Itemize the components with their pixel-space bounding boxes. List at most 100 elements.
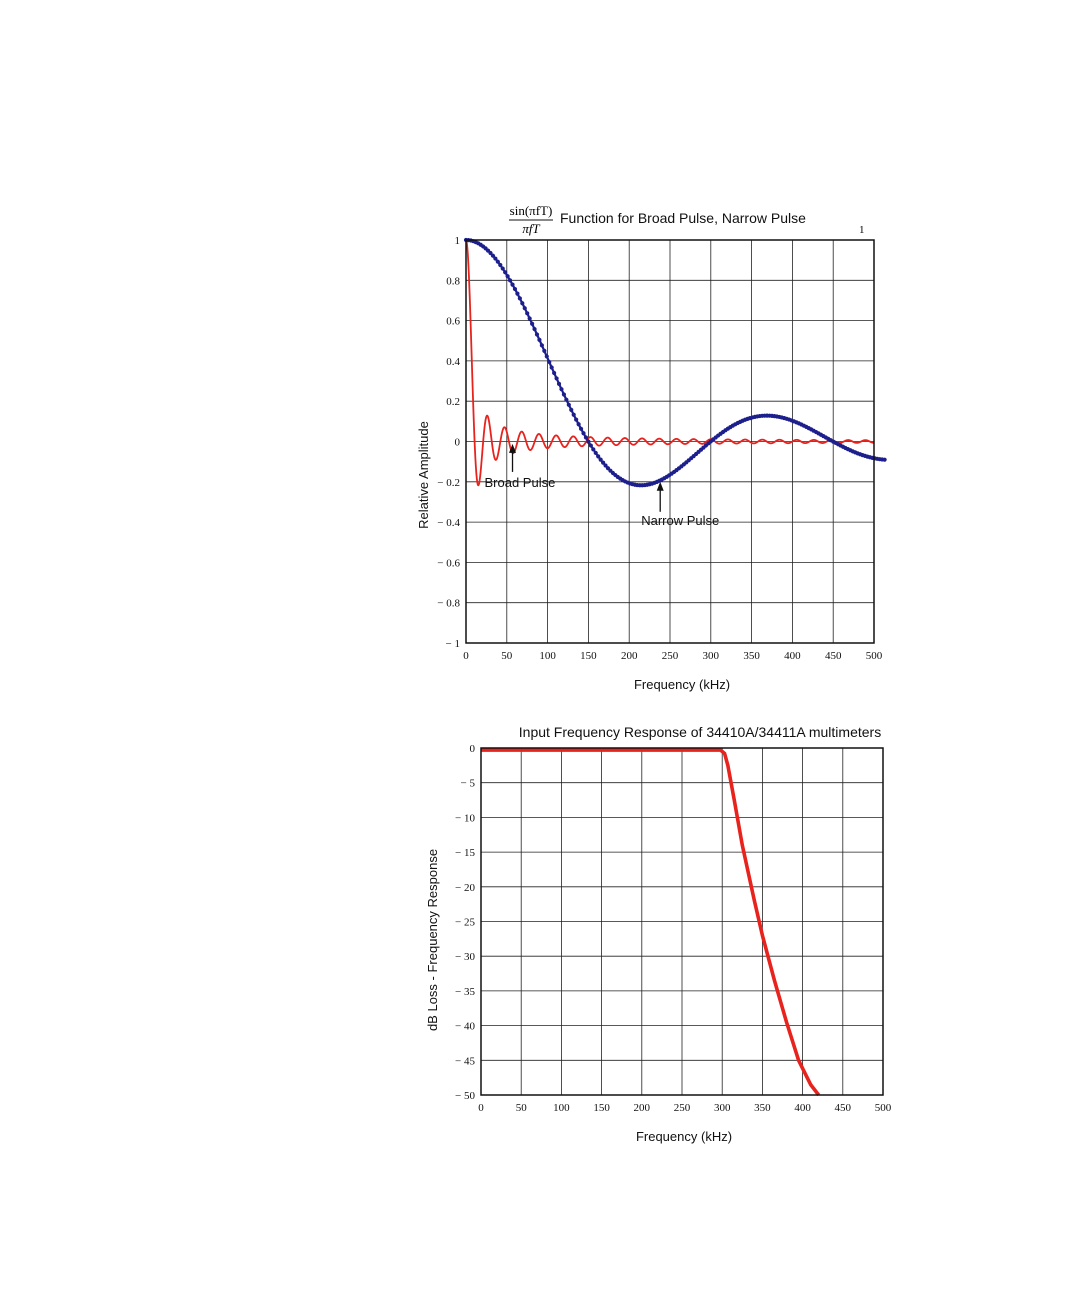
- y-tick-label: 0.2: [446, 396, 460, 408]
- narrow-pulse-point: [564, 397, 569, 402]
- broad-pulse-arrow-head: [509, 443, 517, 453]
- y-tick-label: − 40: [455, 1021, 475, 1033]
- narrow-pulse-point: [495, 259, 500, 264]
- x-tick-label: 200: [621, 650, 638, 662]
- narrow-pulse-point: [510, 282, 515, 287]
- chart2-plot-frame: [480, 747, 884, 1096]
- chart1-grid: [465, 239, 875, 644]
- y-tick-label: 0: [455, 437, 461, 449]
- narrow-pulse-point: [583, 435, 589, 440]
- broad-pulse-series-line: [465, 239, 874, 487]
- y-tick-label: − 0.2: [437, 477, 460, 489]
- y-tick-label: − 5: [461, 778, 476, 790]
- narrow-pulse-point: [578, 426, 584, 431]
- annotation-narrow-pulse: Narrow Pulse: [641, 481, 719, 528]
- narrow-pulse-point: [500, 266, 505, 271]
- chart1-title: Function for Broad Pulse, Narrow Pulse: [560, 210, 806, 226]
- narrow-pulse-point: [569, 407, 574, 412]
- y-tick-label: − 25: [455, 917, 475, 929]
- narrow-pulse-point: [512, 286, 518, 292]
- y-tick-label: − 0.4: [437, 517, 460, 529]
- narrow-pulse-point: [588, 443, 593, 448]
- narrow-pulse-label: Narrow Pulse: [641, 513, 719, 528]
- x-tick-label: 400: [784, 650, 801, 662]
- narrow-pulse-point: [547, 359, 552, 365]
- narrow-pulse-point: [488, 250, 493, 256]
- narrow-pulse-point: [559, 387, 564, 392]
- narrow-pulse-point: [522, 306, 527, 311]
- x-tick-label: 100: [553, 1102, 570, 1114]
- narrow-pulse-point: [520, 301, 525, 306]
- annotation-broad-pulse: Broad Pulse: [485, 443, 555, 490]
- x-tick-label: 250: [674, 1102, 691, 1114]
- chart1-x-tick-labels: 0 50 100 150 200 250 300 350 400 450 500: [463, 650, 883, 662]
- narrow-pulse-point: [515, 291, 520, 296]
- narrow-pulse-point: [566, 402, 571, 407]
- narrow-pulse-arrow-head: [656, 481, 664, 491]
- narrow-pulse-point: [603, 463, 608, 468]
- x-tick-label: 400: [794, 1102, 811, 1114]
- x-tick-label: 500: [875, 1102, 892, 1114]
- y-tick-label: − 0.6: [437, 557, 460, 569]
- x-tick-label: 200: [634, 1102, 651, 1114]
- chart2-series: [481, 748, 821, 1097]
- narrow-pulse-point: [561, 392, 567, 397]
- x-tick-label: 450: [825, 650, 842, 662]
- y-tick-label: 0.6: [446, 316, 460, 328]
- chart1-y-axis-label: Relative Amplitude: [416, 421, 431, 529]
- x-tick-label: 500: [866, 650, 883, 662]
- chart2-y-axis-label: dB Loss - Frequency Response: [425, 849, 440, 1031]
- x-tick-label: 300: [703, 650, 720, 662]
- x-tick-label: 300: [714, 1102, 731, 1114]
- narrow-pulse-point: [505, 274, 510, 279]
- narrow-pulse-point: [498, 262, 503, 268]
- narrow-pulse-point: [525, 311, 530, 316]
- y-tick-label: − 50: [455, 1090, 475, 1102]
- narrow-pulse-point: [554, 376, 559, 381]
- chart1-corner-mark: 1: [859, 224, 865, 236]
- y-tick-label: − 0.8: [437, 598, 460, 610]
- x-tick-label: 50: [516, 1102, 528, 1114]
- narrow-pulse-point: [586, 439, 591, 444]
- x-tick-label: 350: [743, 650, 760, 662]
- sinc-chart: sin(πfT) πfT Function for Broad Pulse, N…: [416, 203, 887, 692]
- narrow-pulse-point: [596, 454, 601, 459]
- y-tick-label: − 20: [455, 882, 475, 894]
- y-tick-label: − 45: [455, 1055, 475, 1067]
- narrow-pulse-point: [882, 457, 887, 462]
- chart2-x-tick-labels: 0 50 100 150 200 250 300 350 400 450 500: [478, 1102, 892, 1114]
- y-tick-label: − 1: [446, 638, 460, 650]
- x-tick-label: 150: [593, 1102, 610, 1114]
- y-tick-label: − 35: [455, 986, 475, 998]
- narrow-pulse-point: [493, 256, 498, 261]
- narrow-pulse-point: [532, 326, 537, 332]
- x-tick-label: 250: [662, 650, 679, 662]
- frequency-response-chart: Input Frequency Response of 34410A/34411…: [425, 724, 892, 1144]
- chart2-x-axis-label: Frequency (kHz): [636, 1129, 732, 1144]
- narrow-pulse-point: [534, 332, 540, 337]
- x-tick-label: 50: [501, 650, 513, 662]
- narrow-pulse-point: [571, 412, 576, 417]
- chart2-y-tick-labels: 0 − 5 − 10 − 15 − 20 − 25 − 30 − 35 − 40 − 45 − 50: [455, 743, 475, 1102]
- narrow-pulse-point: [544, 354, 549, 359]
- y-tick-label: 0.4: [446, 356, 460, 368]
- narrow-pulse-point: [549, 365, 554, 370]
- narrow-pulse-point: [591, 447, 596, 452]
- narrow-pulse-point: [527, 316, 532, 321]
- narrow-pulse-point: [530, 321, 535, 326]
- narrow-pulse-point: [598, 457, 603, 462]
- chart2-grid: [480, 747, 884, 1096]
- x-tick-label: 150: [580, 650, 597, 662]
- narrow-pulse-point: [581, 431, 586, 436]
- x-tick-label: 450: [835, 1102, 852, 1114]
- narrow-pulse-point: [490, 253, 496, 258]
- y-tick-label: 0.8: [446, 275, 460, 287]
- narrow-pulse-point: [552, 370, 557, 376]
- chart1-y-tick-labels: 1 0.8 0.6 0.4 0.2 0 − 0.2 − 0.4 − 0.6 − 0.8 − 1: [437, 235, 460, 650]
- narrow-pulse-point: [503, 270, 508, 275]
- x-tick-label: 100: [539, 650, 556, 662]
- x-tick-label: 350: [754, 1102, 771, 1114]
- narrow-pulse-point: [537, 337, 542, 343]
- narrow-pulse-point: [517, 296, 522, 301]
